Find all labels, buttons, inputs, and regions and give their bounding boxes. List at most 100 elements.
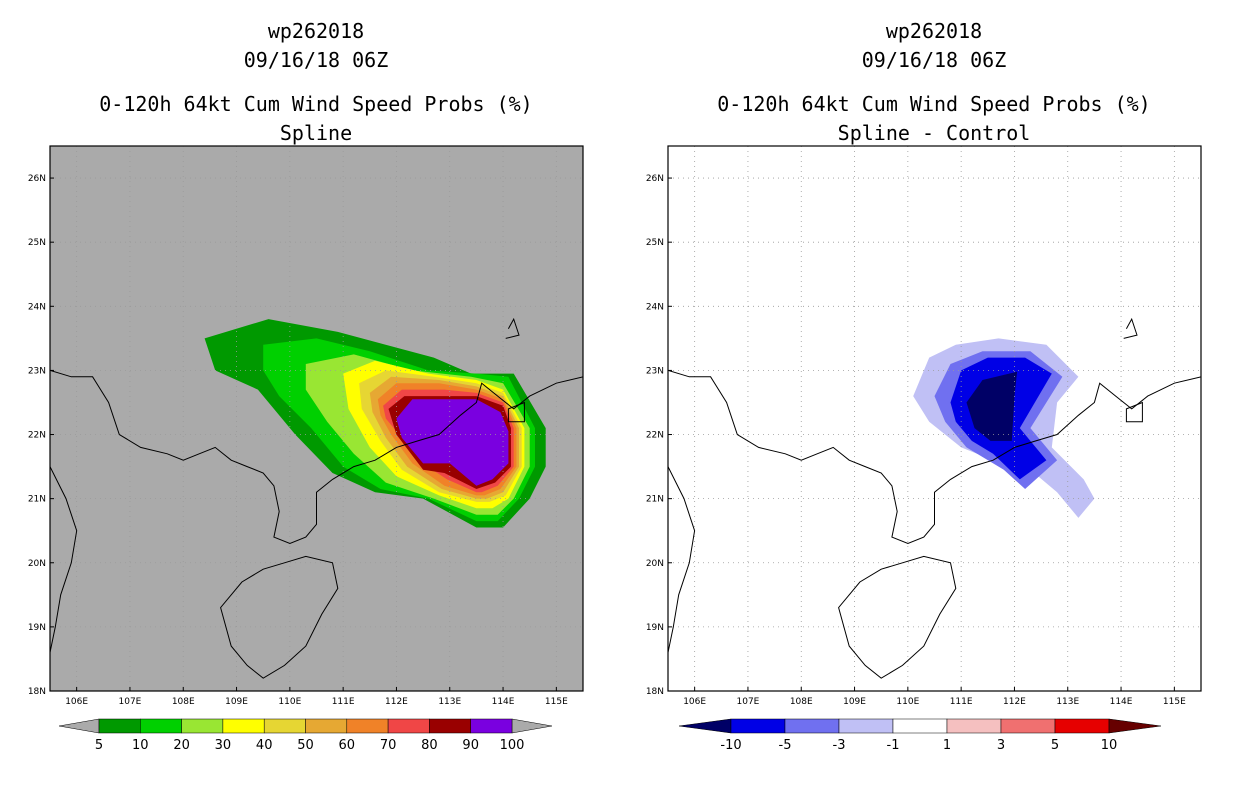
left-colorbar-seg-9: [470, 718, 513, 734]
left-plot-border: [49, 145, 584, 692]
left-colorbar-label-3: 30: [215, 738, 232, 753]
left-chart-subtitle: Spline: [279, 121, 353, 145]
left-chart-title: 0-120h 64kt Cum Wind Speed Probs (%): [99, 92, 533, 116]
left-colorbar-label-8: 80: [421, 738, 438, 753]
right-colorbar-label-1: -5: [779, 738, 792, 753]
right-ytick-label-6: 24N: [646, 302, 664, 312]
left-colorbar-seg-2: [181, 718, 224, 734]
right-ytick-label-1: 19N: [646, 623, 664, 633]
right-colorbar-arrow-low: [678, 718, 732, 734]
left-ytick-label-7: 25N: [28, 238, 46, 248]
right-xtick-label-2: 108E: [790, 697, 813, 707]
right-ytick-label-0: 18N: [646, 687, 664, 697]
left-xtick-label-1: 107E: [119, 697, 142, 707]
right-colorbar-seg-3: [892, 718, 948, 734]
left-hong-kong-box: [507, 401, 525, 423]
left-ytick-label-5: 23N: [28, 366, 46, 376]
left-colorbar-seg-6: [346, 718, 389, 734]
left-xtick-label-0: 106E: [65, 697, 88, 707]
right-coast-main: [668, 369, 1201, 545]
left-xtick-label-2: 108E: [172, 697, 195, 707]
left-colorbar-label-5: 50: [297, 738, 314, 753]
left-ytick-label-3: 21N: [28, 495, 46, 505]
left-xtick-label-8: 114E: [492, 697, 515, 707]
left-prob-band-9: [396, 399, 509, 486]
left-colorbar-label-0: 5: [95, 738, 103, 753]
right-plot-area: [668, 146, 1201, 691]
left-storm-id: wp262018: [267, 19, 365, 43]
left-islet: [505, 317, 520, 339]
right-ytick-label-4: 22N: [646, 431, 664, 441]
left-xtick-label-5: 111E: [332, 697, 355, 707]
left-plot-area: [50, 146, 583, 691]
left-ytick-label-6: 24N: [28, 302, 46, 312]
left-colorbar-label-7: 70: [380, 738, 397, 753]
right-xtick-label-9: 115E: [1163, 697, 1186, 707]
left-coast-west: [50, 466, 78, 653]
right-xtick-label-4: 110E: [896, 697, 919, 707]
left-colorbar-label-2: 20: [173, 738, 190, 753]
left-colorbar-seg-7: [387, 718, 430, 734]
right-colorbar-seg-2: [838, 718, 894, 734]
right-hainan-island: [838, 555, 957, 679]
left-colorbar-label-9: 90: [462, 738, 479, 753]
left-ytick-label-8: 26N: [28, 174, 46, 184]
right-title-block: wp262018 09/16/18 06Z 0-120h 64kt Cum Wi…: [668, 17, 1200, 148]
right-coast-west: [668, 466, 696, 653]
right-plot-border: [667, 145, 1202, 692]
right-colorbar-label-2: -3: [833, 738, 846, 753]
left-title-block: wp262018 09/16/18 06Z 0-120h 64kt Cum Wi…: [50, 17, 582, 148]
left-ytick-label-1: 19N: [28, 623, 46, 633]
left-colorbar-seg-5: [305, 718, 348, 734]
left-xtick-label-7: 113E: [438, 697, 461, 707]
left-colorbar-label-4: 40: [256, 738, 273, 753]
left-ytick-label-2: 20N: [28, 559, 46, 569]
left-xtick-label-3: 109E: [225, 697, 248, 707]
left-colorbar-seg-0: [98, 718, 141, 734]
left-colorbar-seg-1: [140, 718, 182, 734]
right-colorbar-label-7: 10: [1101, 738, 1118, 753]
left-colorbar-label-6: 60: [339, 738, 356, 753]
right-chart-title: 0-120h 64kt Cum Wind Speed Probs (%): [717, 92, 1151, 116]
right-ytick-label-5: 23N: [646, 366, 664, 376]
right-xtick-label-7: 113E: [1056, 697, 1079, 707]
right-colorbar-label-6: 5: [1051, 738, 1059, 753]
right-colorbar-seg-4: [946, 718, 1002, 734]
right-xtick-label-5: 111E: [950, 697, 973, 707]
right-colorbar-label-5: 3: [997, 738, 1005, 753]
right-storm-id: wp262018: [885, 19, 983, 43]
left-colorbar-seg-4: [263, 718, 306, 734]
left-colorbar-seg-8: [429, 718, 471, 734]
left-coast-main: [50, 369, 583, 545]
left-datetime: 09/16/18 06Z: [243, 48, 389, 72]
right-ytick-label-8: 26N: [646, 174, 664, 184]
right-colorbar-seg-0: [730, 718, 786, 734]
right-ytick-label-7: 25N: [646, 238, 664, 248]
left-ytick-label-0: 18N: [28, 687, 46, 697]
right-xtick-label-3: 109E: [843, 697, 866, 707]
right-ytick-label-2: 20N: [646, 559, 664, 569]
right-colorbar-label-3: -1: [887, 738, 900, 753]
left-colorbar-label-10: 100: [500, 738, 525, 753]
right-colorbar-label-4: 1: [943, 738, 951, 753]
right-prob-band-3: [966, 371, 1018, 441]
left-colorbar-arrow-high: [511, 718, 553, 734]
left-colorbar-label-1: 10: [132, 738, 149, 753]
left-xtick-label-9: 115E: [545, 697, 568, 707]
right-colorbar-seg-1: [784, 718, 840, 734]
right-xtick-label-6: 112E: [1003, 697, 1026, 707]
right-chart-subtitle: Spline - Control: [837, 121, 1031, 145]
left-ytick-label-4: 22N: [28, 431, 46, 441]
left-colorbar-arrow-low: [58, 718, 100, 734]
left-hainan-island: [220, 555, 339, 679]
right-xtick-label-8: 114E: [1110, 697, 1133, 707]
right-colorbar-seg-5: [1000, 718, 1056, 734]
right-colorbar-label-0: -10: [720, 738, 741, 753]
right-xtick-label-1: 107E: [737, 697, 760, 707]
right-ytick-label-3: 21N: [646, 495, 664, 505]
right-colorbar-seg-6: [1054, 718, 1110, 734]
left-xtick-label-6: 112E: [385, 697, 408, 707]
right-colorbar-arrow-high: [1108, 718, 1162, 734]
right-hong-kong-box: [1125, 401, 1143, 423]
